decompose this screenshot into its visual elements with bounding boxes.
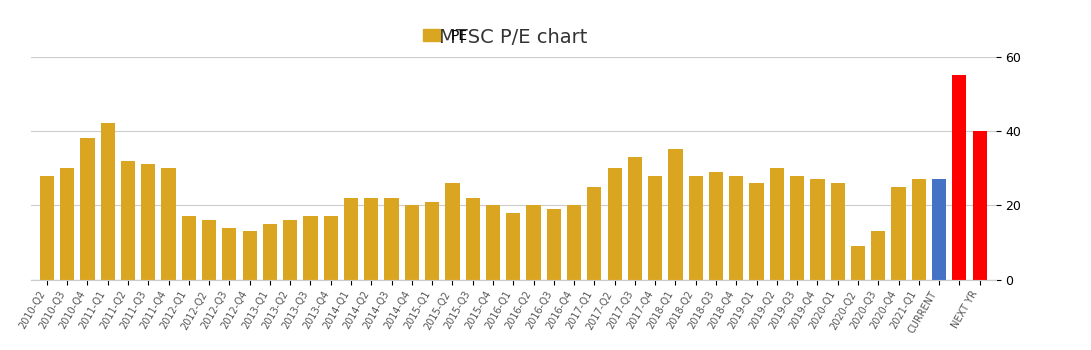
Bar xyxy=(466,198,480,280)
Bar xyxy=(445,183,459,280)
Bar xyxy=(39,175,53,280)
Bar xyxy=(912,179,926,280)
Bar xyxy=(770,168,784,280)
Bar xyxy=(283,220,297,280)
Bar xyxy=(182,216,196,280)
Bar xyxy=(485,205,500,280)
Bar xyxy=(709,172,723,280)
Bar xyxy=(425,202,440,280)
Legend: PE: PE xyxy=(418,23,473,49)
Bar xyxy=(31,280,996,287)
Bar xyxy=(750,183,764,280)
Bar xyxy=(303,216,317,280)
Bar xyxy=(202,220,216,280)
Bar xyxy=(567,205,582,280)
Title: MTSC P/E chart: MTSC P/E chart xyxy=(439,28,587,47)
Bar xyxy=(60,168,74,280)
Bar xyxy=(972,131,986,280)
Bar xyxy=(161,168,176,280)
Bar xyxy=(263,224,277,280)
Bar xyxy=(384,198,398,280)
Bar xyxy=(242,231,256,280)
Bar xyxy=(669,149,683,280)
Bar xyxy=(121,161,135,280)
Bar xyxy=(587,187,601,280)
Bar xyxy=(851,246,865,280)
Bar xyxy=(811,179,825,280)
Bar xyxy=(344,198,358,280)
Bar xyxy=(81,138,95,280)
Bar xyxy=(790,175,804,280)
Bar xyxy=(932,179,946,280)
Bar xyxy=(141,164,155,280)
Bar xyxy=(648,175,662,280)
Bar xyxy=(688,175,703,280)
Bar xyxy=(871,231,885,280)
Bar xyxy=(405,205,419,280)
Bar xyxy=(364,198,379,280)
Bar xyxy=(891,187,906,280)
Bar xyxy=(627,157,642,280)
Bar xyxy=(506,213,520,280)
Bar xyxy=(729,175,743,280)
Bar xyxy=(223,228,237,280)
Bar xyxy=(527,205,541,280)
Bar xyxy=(324,216,338,280)
Bar xyxy=(952,75,967,280)
Bar xyxy=(100,124,115,280)
Bar xyxy=(547,209,561,280)
Bar xyxy=(608,168,622,280)
Bar xyxy=(830,183,844,280)
